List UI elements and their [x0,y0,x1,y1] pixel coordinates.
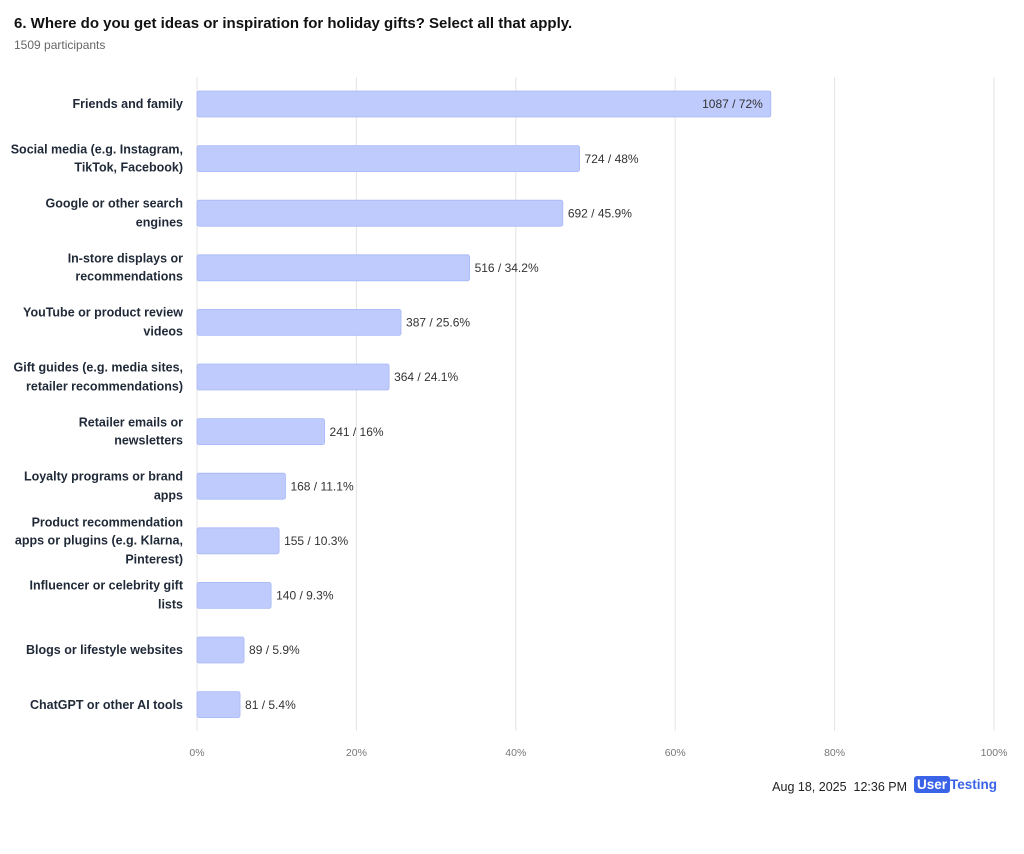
x-tick-label: 0% [189,747,204,759]
category-label: Influencer or celebrity gift lists [29,578,183,612]
bar [196,145,580,173]
bar [196,691,241,718]
data-label: 168 / 11.1% [290,479,353,493]
chart-title: 6. Where do you get ideas or inspiration… [14,15,573,32]
logo: User Testing [914,776,998,793]
x-tick-label: 60% [665,747,686,759]
data-label: 140 / 9.3% [276,589,334,603]
category-label: Product recommendation apps or plugins (… [14,515,183,567]
bar [196,308,402,336]
category-label: Google or other search engines [45,196,183,230]
bar [196,472,286,500]
category-label: ChatGPT or other AI tools [29,697,183,712]
bar [196,90,772,118]
category-label: Gift guides (e.g. media sites, retailer … [13,360,183,394]
bar [196,363,390,391]
x-tick-label: 100% [981,747,1008,759]
data-label: 81 / 5.4% [245,698,296,712]
timestamp: Aug 18, 2025 12:36 PM [772,780,907,794]
x-tick-label: 40% [505,747,526,759]
bar [196,527,280,555]
category-label: Retailer emails or newsletters [78,415,183,448]
category-label: Friends and family [72,96,183,111]
data-label: 1087 / 72% [702,97,763,111]
category-label: In-store displays or recommendations [67,251,183,284]
bar [196,199,564,227]
data-label: 364 / 24.1% [394,370,458,384]
bar [196,418,325,446]
data-label: 241 / 16% [330,425,384,439]
bar [196,582,272,609]
logo-testing: Testing [950,777,998,792]
category-label: Blogs or lifestyle websites [26,642,183,657]
logo-user: User [914,776,951,793]
category-label: Social media (e.g. Instagram, TikTok, Fa… [10,142,183,175]
x-tick-label: 20% [346,747,367,759]
category-label: Loyalty programs or brand apps [23,469,183,503]
data-label: 692 / 45.9% [568,206,632,220]
data-label: 387 / 25.6% [406,316,470,330]
bar [196,254,470,282]
data-label: 155 / 10.3% [284,534,348,548]
bar [196,636,245,664]
data-label: 724 / 48% [585,152,639,166]
data-label: 516 / 34.2% [475,261,539,275]
data-label: 89 / 5.9% [249,643,300,657]
category-label: YouTube or product review videos [23,305,183,339]
x-tick-label: 80% [824,747,845,759]
chart-subtitle: 1509 participants [14,38,106,52]
